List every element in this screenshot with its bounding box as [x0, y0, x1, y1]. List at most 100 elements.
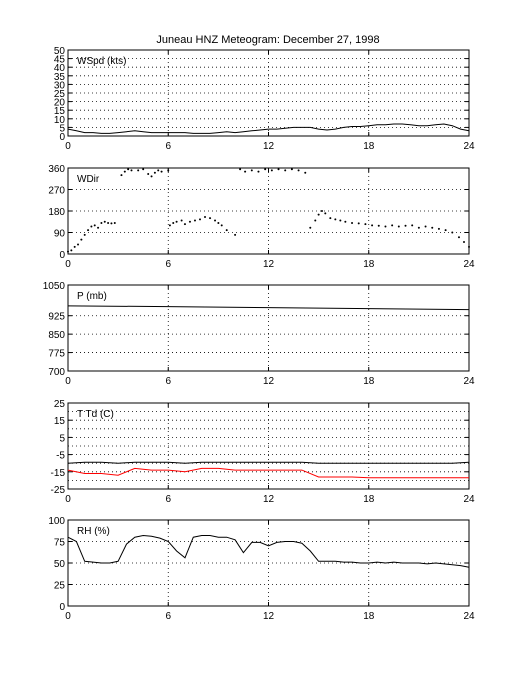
y-tick-label: 45 [54, 55, 66, 66]
y-tick-label: 360 [48, 164, 65, 175]
data-point [234, 233, 237, 236]
panel-label: P (mb) [77, 291, 107, 302]
data-point [391, 224, 394, 227]
x-tick-label: 24 [463, 259, 475, 270]
x-tick-label: 0 [65, 259, 71, 270]
data-point [468, 245, 470, 248]
x-tick-label: 18 [363, 259, 375, 270]
data-point [157, 169, 160, 172]
panel-4: 0 6 12 18 24 -25 -15 -5 5 15 25 T Td (C) [51, 399, 475, 505]
data-point [329, 217, 332, 220]
data-point [320, 210, 323, 212]
data-point [250, 169, 253, 172]
x-tick-label: 24 [463, 141, 475, 152]
data-point [87, 229, 90, 232]
data-point [277, 168, 280, 171]
y-tick-label: 1050 [43, 281, 66, 292]
y-tick-label: 5 [59, 123, 65, 134]
data-point [239, 168, 242, 171]
y-tick-label: -5 [56, 451, 65, 462]
x-tick-label: 6 [165, 611, 171, 622]
data-point [130, 169, 133, 172]
data-point [93, 224, 96, 227]
x-tick-label: 0 [65, 376, 71, 387]
y-tick-label: 700 [48, 367, 65, 378]
data-point [334, 218, 337, 221]
data-point [431, 226, 434, 229]
x-tick-label: 6 [165, 494, 171, 505]
data-point [188, 220, 191, 223]
x-tick-label: 12 [263, 259, 275, 270]
data-point [384, 225, 387, 228]
data-point [204, 215, 207, 218]
y-tick-label: 5 [59, 433, 65, 444]
y-tick-label: 35 [54, 72, 66, 83]
y-tick-label: 775 [48, 349, 65, 360]
x-tick-label: 12 [263, 611, 275, 622]
data-point [220, 224, 223, 227]
y-tick-label: 30 [54, 80, 66, 91]
data-point [153, 171, 156, 174]
x-tick-label: 24 [463, 611, 475, 622]
data-point [123, 170, 126, 173]
data-point [397, 225, 400, 228]
x-tick-label: 6 [165, 141, 171, 152]
data-point [357, 222, 360, 225]
data-point [172, 221, 175, 224]
y-tick-label: 15 [54, 106, 66, 117]
data-point [377, 224, 380, 227]
y-tick-label: 10 [54, 115, 66, 126]
data-point [160, 170, 163, 173]
y-tick-label: -25 [51, 485, 66, 496]
data-point [175, 220, 178, 223]
y-tick-label: 40 [54, 63, 66, 74]
data-point [198, 218, 201, 221]
y-tick-label: 0 [59, 602, 65, 613]
y-tick-label: 15 [54, 416, 66, 427]
data-point [270, 169, 273, 172]
data-point [417, 226, 420, 229]
data-point [297, 169, 300, 172]
data-point [168, 224, 171, 227]
y-tick-label: 50 [54, 559, 66, 570]
data-point [90, 225, 93, 228]
data-point [127, 168, 130, 171]
y-tick-label: 25 [54, 399, 66, 410]
y-tick-label: 75 [54, 538, 66, 549]
data-point [113, 221, 116, 224]
x-tick-label: 12 [263, 141, 275, 152]
x-tick-label: 0 [65, 611, 71, 622]
data-point [110, 222, 113, 225]
data-point [411, 224, 414, 227]
x-tick-label: 0 [65, 141, 71, 152]
data-point [100, 221, 103, 224]
data-point [290, 168, 293, 171]
data-point [314, 219, 317, 222]
data-point [77, 243, 80, 246]
y-tick-label: 925 [48, 312, 65, 323]
data-point [444, 229, 447, 232]
x-tick-label: 12 [263, 494, 275, 505]
data-point [73, 245, 76, 248]
data-point [437, 227, 440, 230]
panel-2: 0 6 12 18 24 0 90 180 270 360 WDir [48, 164, 475, 270]
data-point [183, 223, 186, 226]
data-point [457, 236, 460, 239]
y-tick-label: 0 [59, 250, 65, 261]
y-tick-label: -15 [51, 468, 66, 479]
x-tick-label: 6 [165, 259, 171, 270]
data-point [244, 170, 247, 173]
x-tick-label: 18 [363, 376, 375, 387]
data-point [214, 219, 217, 222]
data-point [371, 224, 374, 227]
data-point [167, 169, 170, 172]
series-line-1 [67, 305, 470, 311]
series-line-1 [67, 123, 470, 134]
panel-3: 0 6 12 18 24 700 775 850 925 1050 P (mb) [43, 281, 475, 387]
y-tick-label: 100 [48, 516, 65, 527]
data-point [97, 226, 100, 229]
data-point [147, 172, 150, 175]
y-tick-label: 270 [48, 186, 65, 197]
